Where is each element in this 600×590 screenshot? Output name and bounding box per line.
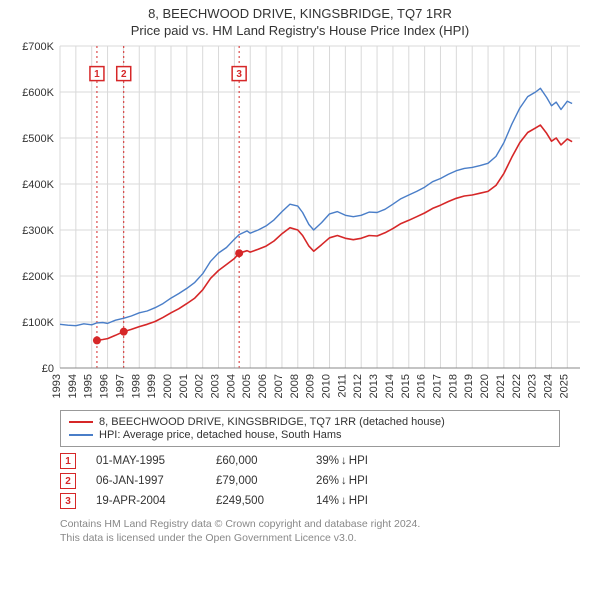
title-main: 8, BEECHWOOD DRIVE, KINGSBRIDGE, TQ7 1RR [0,6,600,21]
svg-text:£300K: £300K [22,225,54,237]
price-chart: £0 £100K £200K £300K £400K £500K £600K £700K 199… [0,38,600,408]
footer-line: Contains HM Land Registry data © Crown c… [60,517,560,531]
svg-text:£0: £0 [42,363,54,375]
legend-swatch [69,434,93,436]
arrow-down-icon: ↓ [341,475,347,487]
svg-text:2007: 2007 [273,374,285,398]
svg-text:2013: 2013 [368,374,380,398]
svg-text:2008: 2008 [289,374,301,398]
svg-text:2017: 2017 [431,374,443,398]
legend: 8, BEECHWOOD DRIVE, KINGSBRIDGE, TQ7 1RR… [60,410,560,447]
svg-text:2025: 2025 [558,374,570,398]
svg-text:£600K: £600K [22,87,54,99]
svg-text:2024: 2024 [542,374,554,398]
delta-pct: 26% [316,475,339,487]
svg-text:2021: 2021 [495,374,507,398]
svg-text:2019: 2019 [463,374,475,398]
svg-text:1996: 1996 [99,374,111,398]
sale-date: 06-JAN-1997 [96,475,216,487]
footer-line: This data is licensed under the Open Gov… [60,531,560,545]
svg-text:1999: 1999 [146,374,158,398]
svg-text:1: 1 [94,69,100,80]
svg-text:2010: 2010 [321,374,333,398]
sale-delta: 26% ↓ HPI [316,475,426,487]
delta-suffix: HPI [349,475,368,487]
svg-text:£500K: £500K [22,133,54,145]
sales-table: 1 01-MAY-1995 £60,000 39% ↓ HPI 2 06-JAN… [60,453,560,509]
legend-row: 8, BEECHWOOD DRIVE, KINGSBRIDGE, TQ7 1RR… [69,416,551,428]
sale-delta: 39% ↓ HPI [316,455,426,467]
sale-price: £249,500 [216,495,316,507]
table-row: 3 19-APR-2004 £249,500 14% ↓ HPI [60,493,560,509]
arrow-down-icon: ↓ [341,455,347,467]
sale-badge: 1 [60,453,76,469]
sale-badge: 3 [60,493,76,509]
svg-text:2005: 2005 [241,374,253,398]
legend-label: HPI: Average price, detached house, Sout… [99,429,342,441]
arrow-down-icon: ↓ [341,495,347,507]
sale-badge: 2 [60,473,76,489]
chart-titles: 8, BEECHWOOD DRIVE, KINGSBRIDGE, TQ7 1RR… [0,0,600,38]
svg-text:2000: 2000 [162,374,174,398]
table-row: 2 06-JAN-1997 £79,000 26% ↓ HPI [60,473,560,489]
svg-text:2018: 2018 [447,374,459,398]
svg-text:2020: 2020 [479,374,491,398]
table-row: 1 01-MAY-1995 £60,000 39% ↓ HPI [60,453,560,469]
svg-text:2011: 2011 [336,374,348,398]
svg-text:1998: 1998 [130,374,142,398]
sale-delta: 14% ↓ HPI [316,495,426,507]
svg-text:1995: 1995 [83,374,95,398]
svg-text:2001: 2001 [178,374,190,398]
svg-text:2003: 2003 [210,374,222,398]
svg-text:1997: 1997 [114,374,126,398]
delta-pct: 39% [316,455,339,467]
title-sub: Price paid vs. HM Land Registry's House … [0,23,600,38]
svg-text:2: 2 [121,69,127,80]
chart-area: £0 £100K £200K £300K £400K £500K £600K £700K 199… [0,38,600,408]
svg-text:2016: 2016 [416,374,428,398]
svg-text:£100K: £100K [22,317,54,329]
svg-text:£400K: £400K [22,179,54,191]
delta-suffix: HPI [349,455,368,467]
sale-price: £79,000 [216,475,316,487]
sale-date: 19-APR-2004 [96,495,216,507]
svg-text:2009: 2009 [305,374,317,398]
sale-price: £60,000 [216,455,316,467]
footer: Contains HM Land Registry data © Crown c… [60,517,560,545]
svg-text:2022: 2022 [511,374,523,398]
svg-text:£200K: £200K [22,271,54,283]
delta-pct: 14% [316,495,339,507]
svg-text:2014: 2014 [384,374,396,398]
svg-text:2012: 2012 [352,374,364,398]
legend-swatch [69,421,93,423]
legend-row: HPI: Average price, detached house, Sout… [69,429,551,441]
svg-text:2004: 2004 [225,374,237,398]
sale-date: 01-MAY-1995 [96,455,216,467]
svg-text:2002: 2002 [194,374,206,398]
svg-text:2023: 2023 [527,374,539,398]
svg-text:2006: 2006 [257,374,269,398]
svg-text:1994: 1994 [67,374,79,398]
svg-text:£700K: £700K [22,41,54,53]
svg-text:3: 3 [236,69,242,80]
svg-text:2015: 2015 [400,374,412,398]
delta-suffix: HPI [349,495,368,507]
svg-text:1993: 1993 [51,374,63,398]
legend-label: 8, BEECHWOOD DRIVE, KINGSBRIDGE, TQ7 1RR… [99,416,445,428]
